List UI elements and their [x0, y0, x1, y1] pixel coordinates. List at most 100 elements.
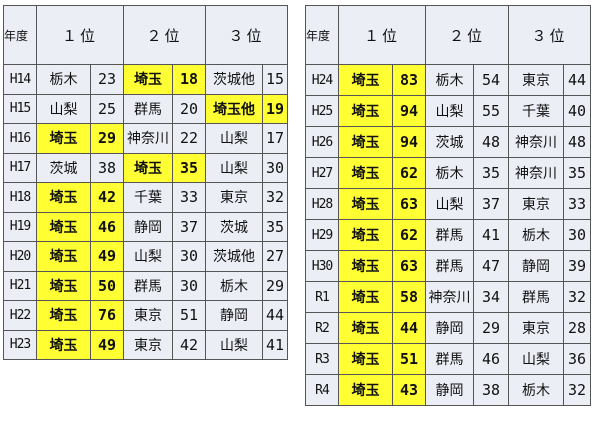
prefecture-first: 埼玉	[338, 64, 393, 96]
prefecture-first: 山梨	[36, 93, 91, 124]
table-row: H15 山梨 25 群馬 20 埼玉他 19	[3, 93, 289, 124]
prefecture-second: 神奈川	[123, 123, 174, 154]
count-third: 27	[262, 241, 289, 272]
count-first: 94	[391, 95, 427, 127]
year-cell: R2	[305, 312, 339, 344]
header-second: ２位	[123, 5, 207, 65]
header-first: １位	[337, 5, 427, 65]
count-first: 44	[391, 312, 427, 344]
prefecture-third: 神奈川	[508, 157, 565, 189]
prefecture-first: 埼玉	[36, 211, 91, 242]
prefecture-second: 群馬	[425, 219, 475, 251]
count-third: 28	[563, 312, 592, 344]
count-third: 17	[262, 123, 289, 154]
count-second: 42	[172, 329, 207, 360]
table-row: R3 埼玉 51 群馬 46 山梨 36	[305, 343, 592, 375]
prefecture-second: 山梨	[425, 95, 475, 127]
prefecture-second: 山梨	[123, 241, 174, 272]
prefecture-second: 群馬	[123, 270, 174, 301]
prefecture-second: 東京	[123, 329, 174, 360]
year-cell: H21	[3, 270, 37, 301]
table-row: H24 埼玉 83 栃木 54 東京 44	[305, 64, 592, 96]
count-second: 30	[172, 270, 207, 301]
prefecture-first: 埼玉	[338, 250, 393, 282]
table-row: H17 茨城 38 埼玉 35 山梨 30	[3, 152, 289, 183]
count-third: 35	[563, 157, 592, 189]
count-first: 62	[391, 219, 427, 251]
count-second: 30	[172, 241, 207, 272]
prefecture-first: 埼玉	[338, 126, 393, 158]
prefecture-third: 埼玉他	[205, 93, 264, 124]
table-row: R1 埼玉 58 神奈川 34 群馬 32	[305, 281, 592, 313]
year-cell: H23	[3, 329, 37, 360]
prefecture-first: 栃木	[36, 64, 91, 95]
table-row: H25 埼玉 94 山梨 55 千葉 40	[305, 95, 592, 127]
count-third: 15	[262, 64, 289, 95]
prefecture-third: 静岡	[508, 250, 565, 282]
prefecture-third: 茨城他	[205, 241, 264, 272]
year-cell: H17	[3, 152, 37, 183]
count-third: 48	[563, 126, 592, 158]
count-third: 33	[563, 188, 592, 220]
prefecture-third: 栃木	[508, 219, 565, 251]
table-row: H29 埼玉 62 群馬 41 栃木 30	[305, 219, 592, 251]
prefecture-third: 東京	[205, 182, 264, 213]
prefecture-first: 埼玉	[338, 374, 393, 406]
table-row: H20 埼玉 49 山梨 30 茨城他 27	[3, 241, 289, 272]
count-first: 42	[89, 182, 125, 213]
prefecture-first: 茨城	[36, 152, 91, 183]
count-first: 43	[391, 374, 427, 406]
prefecture-first: 埼玉	[36, 241, 91, 272]
year-cell: H29	[305, 219, 339, 251]
header-year: 年度	[3, 5, 37, 65]
count-third: 41	[262, 329, 289, 360]
count-first: 29	[89, 123, 125, 154]
prefecture-third: 東京	[508, 188, 565, 220]
prefecture-third: 茨城	[205, 211, 264, 242]
count-third: 32	[563, 374, 592, 406]
prefecture-third: 栃木	[508, 374, 565, 406]
count-second: 33	[172, 182, 207, 213]
prefecture-third: 山梨	[205, 329, 264, 360]
year-cell: R4	[305, 374, 339, 406]
count-first: 23	[89, 64, 125, 95]
count-second: 22	[172, 123, 207, 154]
table-row: H18 埼玉 42 千葉 33 東京 32	[3, 182, 289, 213]
count-second: 37	[172, 211, 207, 242]
count-second: 37	[473, 188, 510, 220]
count-second: 41	[473, 219, 510, 251]
count-second: 47	[473, 250, 510, 282]
table-row: H21 埼玉 50 群馬 30 栃木 29	[3, 270, 289, 301]
table-row: H19 埼玉 46 静岡 37 茨城 35	[3, 211, 289, 242]
ranking-table-left: 年度 １位 ２位 ３位 H14 栃木 23 埼玉 18 茨城他 15 H15 山梨 25 群馬 20 埼…	[3, 5, 289, 360]
table-row: R2 埼玉 44 静岡 29 東京 28	[305, 312, 592, 344]
count-second: 48	[473, 126, 510, 158]
count-second: 35	[172, 152, 207, 183]
count-first: 25	[89, 93, 125, 124]
count-third: 30	[262, 152, 289, 183]
header-year: 年度	[305, 5, 339, 65]
prefecture-third: 山梨	[205, 152, 264, 183]
count-first: 46	[89, 211, 125, 242]
count-first: 50	[89, 270, 125, 301]
count-third: 29	[262, 270, 289, 301]
table-row: H22 埼玉 76 東京 51 静岡 44	[3, 300, 289, 331]
prefecture-first: 埼玉	[36, 123, 91, 154]
count-second: 18	[172, 64, 207, 95]
year-cell: H25	[305, 95, 339, 127]
count-first: 94	[391, 126, 427, 158]
prefecture-first: 埼玉	[36, 270, 91, 301]
count-third: 44	[563, 64, 592, 96]
year-cell: H15	[3, 93, 37, 124]
prefecture-second: 千葉	[123, 182, 174, 213]
count-second: 54	[473, 64, 510, 96]
prefecture-second: 静岡	[425, 312, 475, 344]
prefecture-second: 群馬	[123, 93, 174, 124]
prefecture-first: 埼玉	[36, 182, 91, 213]
count-second: 46	[473, 343, 510, 375]
prefecture-second: 群馬	[425, 343, 475, 375]
prefecture-second: 埼玉	[123, 64, 174, 95]
prefecture-third: 東京	[508, 64, 565, 96]
header-first: １位	[35, 5, 125, 65]
prefecture-third: 山梨	[508, 343, 565, 375]
